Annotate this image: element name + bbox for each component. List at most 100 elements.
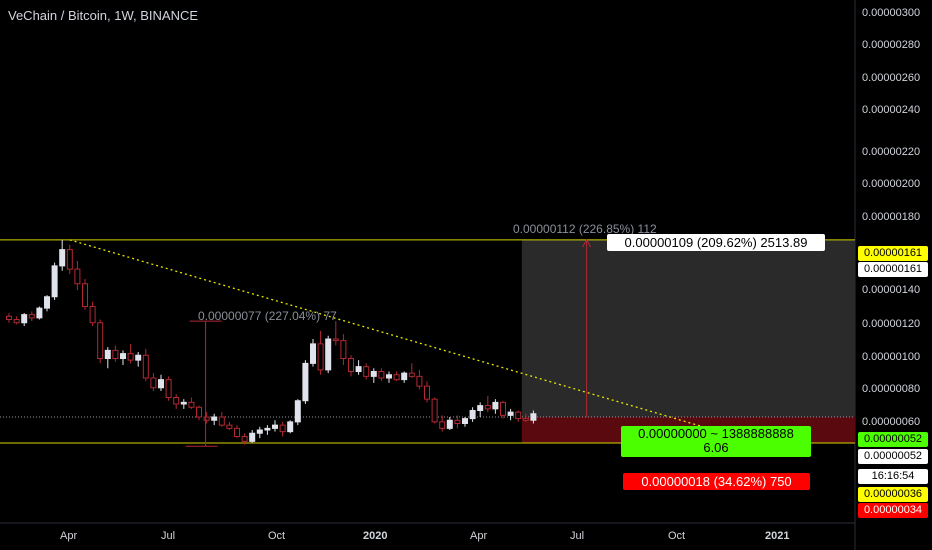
candle-body [196,406,202,418]
time-axis-label: Oct [668,530,686,542]
target-arrow-head [582,238,592,248]
candle-body [317,343,324,371]
time-axis-label: Oct [268,530,286,542]
candle-body [294,400,301,423]
candle-body [66,249,73,270]
candle-body [340,340,347,359]
candle-body [370,371,377,377]
candle-body [332,338,339,342]
candle-body [249,432,256,442]
candle-body [13,319,20,324]
support-price-tag: 0.00000036 [858,487,928,502]
candle-body [120,353,126,359]
target-price-tag-secondary: 0.00000161 [858,262,928,277]
candle-body [401,372,408,381]
time-axis-label: 2020 [363,530,388,542]
candle-body [188,401,195,408]
candle-body [241,436,248,442]
candle-body [522,418,529,421]
candle-body [104,349,111,359]
candle-body [82,283,88,307]
candle-body [477,405,484,411]
candle-body [256,429,263,434]
price-axis-label: 0.00000180 [862,211,921,223]
candle-body [386,374,392,379]
measure-label-top: 0.00000112 (226.85%) 112 [513,222,657,236]
price-axis-label: 0.00000220 [862,146,921,158]
price-axis-label: 0.00000140 [862,284,921,296]
candle-body [424,385,430,400]
target-price-tag: 0.00000161 [858,246,928,261]
price-axis-label: 0.00000200 [862,178,921,190]
price-axis-label: 0.00000080 [862,383,921,395]
candle-body [112,349,119,359]
current-price-tag-secondary: 0.00000052 [858,449,928,464]
time-axis-label: Jul [570,530,585,542]
profit-zone [521,239,855,417]
candle-body [348,358,354,372]
entry-info-line2: 6.06 [703,440,729,455]
entry-info-line1: 0.00000000 ~ 1388888888 [638,426,794,441]
candle-body [378,371,385,379]
candle-body [439,421,446,429]
candle-body [59,249,66,267]
current-price-tag: 0.00000052 [858,432,928,447]
measure-label-left: 0.00000077 (227.04%) 77 [198,309,337,323]
candle-body [218,416,225,426]
candle-body [28,314,35,319]
stop-price-tag: 0.00000034 [858,503,928,518]
symbol-title: VeChain / Bitcoin, 1W, BINANCE [8,8,199,23]
candle-body [135,354,142,361]
descending-trendline [69,239,770,447]
candle-body [302,362,309,402]
candle-body [97,322,104,359]
candle-body [431,398,438,423]
candle-body [393,374,400,381]
candle-body [446,419,453,429]
candle-body [158,379,164,389]
time-axis-label: Apr [60,530,78,542]
price-axis-label: 0.00000260 [862,72,921,84]
candle-body [492,401,499,410]
candle-body [6,315,12,320]
candle-body [454,419,461,424]
candle-body [408,372,415,377]
candle-body [165,379,172,398]
candle-body [363,366,370,377]
candle-body [150,377,157,389]
candle-body [325,338,332,371]
candle-body [310,343,316,364]
candle-body [507,411,514,416]
price-axis-label: 0.00000240 [862,104,921,116]
candle-body [264,427,271,431]
candle-body [226,424,233,429]
candle-body [142,354,149,379]
candle-body [515,411,522,420]
candle-body [530,413,537,421]
countdown-tag: 16:16:54 [858,469,928,484]
candle-body [44,296,50,309]
candle-body [462,418,468,424]
candle-body [279,424,286,433]
stop-info-box[interactable]: 0.00000018 (34.62%) 750 [623,473,810,490]
candle-body [234,427,240,437]
candle-body [211,416,218,421]
price-axis-label: 0.00000100 [862,351,921,363]
target-info-box[interactable]: 0.00000109 (209.62%) 2513.89 [607,234,825,251]
candle-body [21,314,28,324]
candle-body [416,375,423,387]
price-axis-label: 0.00000280 [862,39,921,51]
candle-body [469,410,476,420]
price-axis-label: 0.00000300 [862,7,921,19]
price-axis-label: 0.00000120 [862,318,921,330]
candle-body [287,421,294,433]
entry-info-box[interactable]: 0.00000000 ~ 1388888888 6.06 [621,426,811,457]
candle-body [173,397,180,405]
candle-body [36,307,43,319]
candle-body [203,416,210,421]
candle-body [355,366,362,372]
candle-body [127,353,134,361]
candle-body [500,401,506,416]
candle-body [89,306,96,324]
